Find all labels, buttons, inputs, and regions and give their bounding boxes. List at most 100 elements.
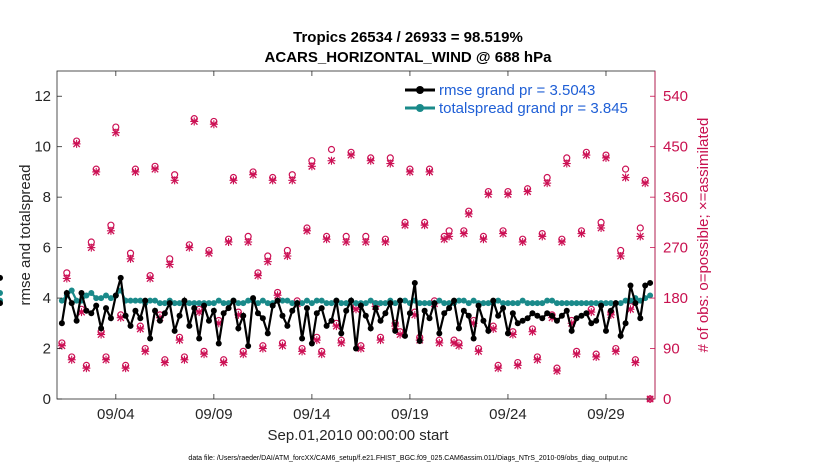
totalspread-point (127, 297, 134, 304)
totalspread-point (470, 297, 477, 304)
x-tick-label: 09/04 (97, 406, 135, 423)
obs-assimilated-marker (347, 151, 356, 160)
y-axis-right: 0 90 180 270 360 450 540 (650, 71, 688, 408)
rmse-point (357, 302, 364, 309)
obs-assimilated-marker (337, 338, 346, 347)
totalspread-point (583, 300, 590, 307)
totalspread-point (176, 300, 183, 307)
obs-assimilated-marker (190, 117, 199, 126)
rmse-point (308, 340, 315, 347)
obs-assimilated-marker (165, 260, 174, 269)
obs-assimilated-marker (180, 355, 189, 364)
totalspread-point (372, 300, 379, 307)
totalspread-point (215, 297, 222, 304)
rmse-point (132, 307, 139, 314)
obs-assimilated-marker (298, 347, 307, 356)
obs-assimilated-marker (440, 235, 449, 244)
obs-assimilated-marker (513, 361, 522, 370)
obs-assimilated-marker (499, 229, 508, 238)
obs-assimilated-marker (538, 232, 547, 241)
totalspread-point (299, 300, 306, 307)
rmse-point (382, 310, 389, 317)
obs-assimilated-marker (601, 153, 610, 162)
rmse-point (514, 320, 521, 327)
totalspread-point (289, 300, 296, 307)
totalspread-point (495, 297, 502, 304)
rmse-point (98, 325, 105, 332)
totalspread-point (362, 300, 369, 307)
obs-assimilated-marker (454, 341, 463, 350)
totalspread-point (205, 300, 212, 307)
totalspread-point (514, 300, 521, 307)
rmse-point (367, 325, 374, 332)
obs-assimilated-marker (160, 358, 169, 367)
y-axis-left: 0 2 4 6 8 10 12 (34, 88, 62, 408)
rmse-point (0, 274, 3, 281)
obs-assimilated-marker (209, 120, 218, 129)
y2-tick-label: 540 (663, 88, 688, 105)
rmse-point (269, 302, 276, 309)
totalspread-point (377, 300, 384, 307)
obs-assimilated-marker (518, 238, 527, 247)
obs-assimilated-marker (244, 238, 253, 247)
totalspread-point (426, 300, 433, 307)
rmse-point (519, 317, 526, 324)
totalspread-point (83, 292, 90, 299)
rmse-point (617, 332, 624, 339)
legend-rmse-marker (416, 86, 424, 94)
obs-assimilated-marker (327, 156, 336, 165)
rmse-point (647, 279, 654, 286)
totalspread-point (455, 297, 462, 304)
rmse-point (465, 312, 472, 319)
y-axis-label: rmse and totalspread (17, 165, 34, 306)
obs-assimilated-marker (72, 139, 81, 148)
totalspread-point (338, 300, 345, 307)
rmse-point (553, 317, 560, 324)
obs-assimilated-marker (229, 176, 238, 185)
rmse-point (612, 300, 619, 307)
rmse-point (343, 307, 350, 314)
totalspread-point (98, 295, 105, 302)
obs-assimilated-marker (592, 352, 601, 361)
rmse-point (289, 307, 296, 314)
rmse-point (191, 305, 198, 312)
rmse-point (225, 305, 232, 312)
totalspread-point (500, 300, 507, 307)
rmse-point (250, 295, 257, 302)
rmse-point (524, 315, 531, 322)
obs-assimilated-marker (342, 238, 351, 247)
totalspread-point (553, 300, 560, 307)
totalspread-point (88, 290, 95, 297)
rmse-point (504, 330, 511, 337)
totalspread-point (259, 297, 266, 304)
obs-assimilated-marker (464, 209, 473, 218)
obs-assimilated-marker (543, 179, 552, 188)
rmse-point (485, 327, 492, 334)
obs-assimilated-marker (641, 179, 650, 188)
totalspread-point (279, 297, 286, 304)
obs-possible-marker (621, 165, 630, 173)
obs-assimilated-marker (121, 364, 130, 373)
rmse-point (490, 297, 497, 304)
rmse-point (103, 305, 110, 312)
obs-assimilated-marker (528, 327, 537, 336)
totalspread-point (308, 300, 315, 307)
rmse-point (58, 320, 65, 327)
totalspread-point (147, 297, 154, 304)
y-tick-label: 6 (43, 240, 51, 257)
obs-assimilated-marker (288, 176, 297, 185)
rmse-point (455, 325, 462, 332)
totalspread-point (161, 300, 168, 307)
rmse-point (205, 317, 212, 324)
rmse-point (563, 307, 570, 314)
rmse-point (181, 297, 188, 304)
obs-assimilated-marker (239, 350, 248, 359)
rmse-point (392, 327, 399, 334)
rmse-point (93, 302, 100, 309)
x-tick-label: 09/29 (587, 406, 625, 423)
x-tick-label: 09/19 (391, 406, 429, 423)
rmse-point (196, 335, 203, 342)
totalspread-point (485, 300, 492, 307)
rmse-point (333, 297, 340, 304)
obs-assimilated-marker (494, 364, 503, 373)
